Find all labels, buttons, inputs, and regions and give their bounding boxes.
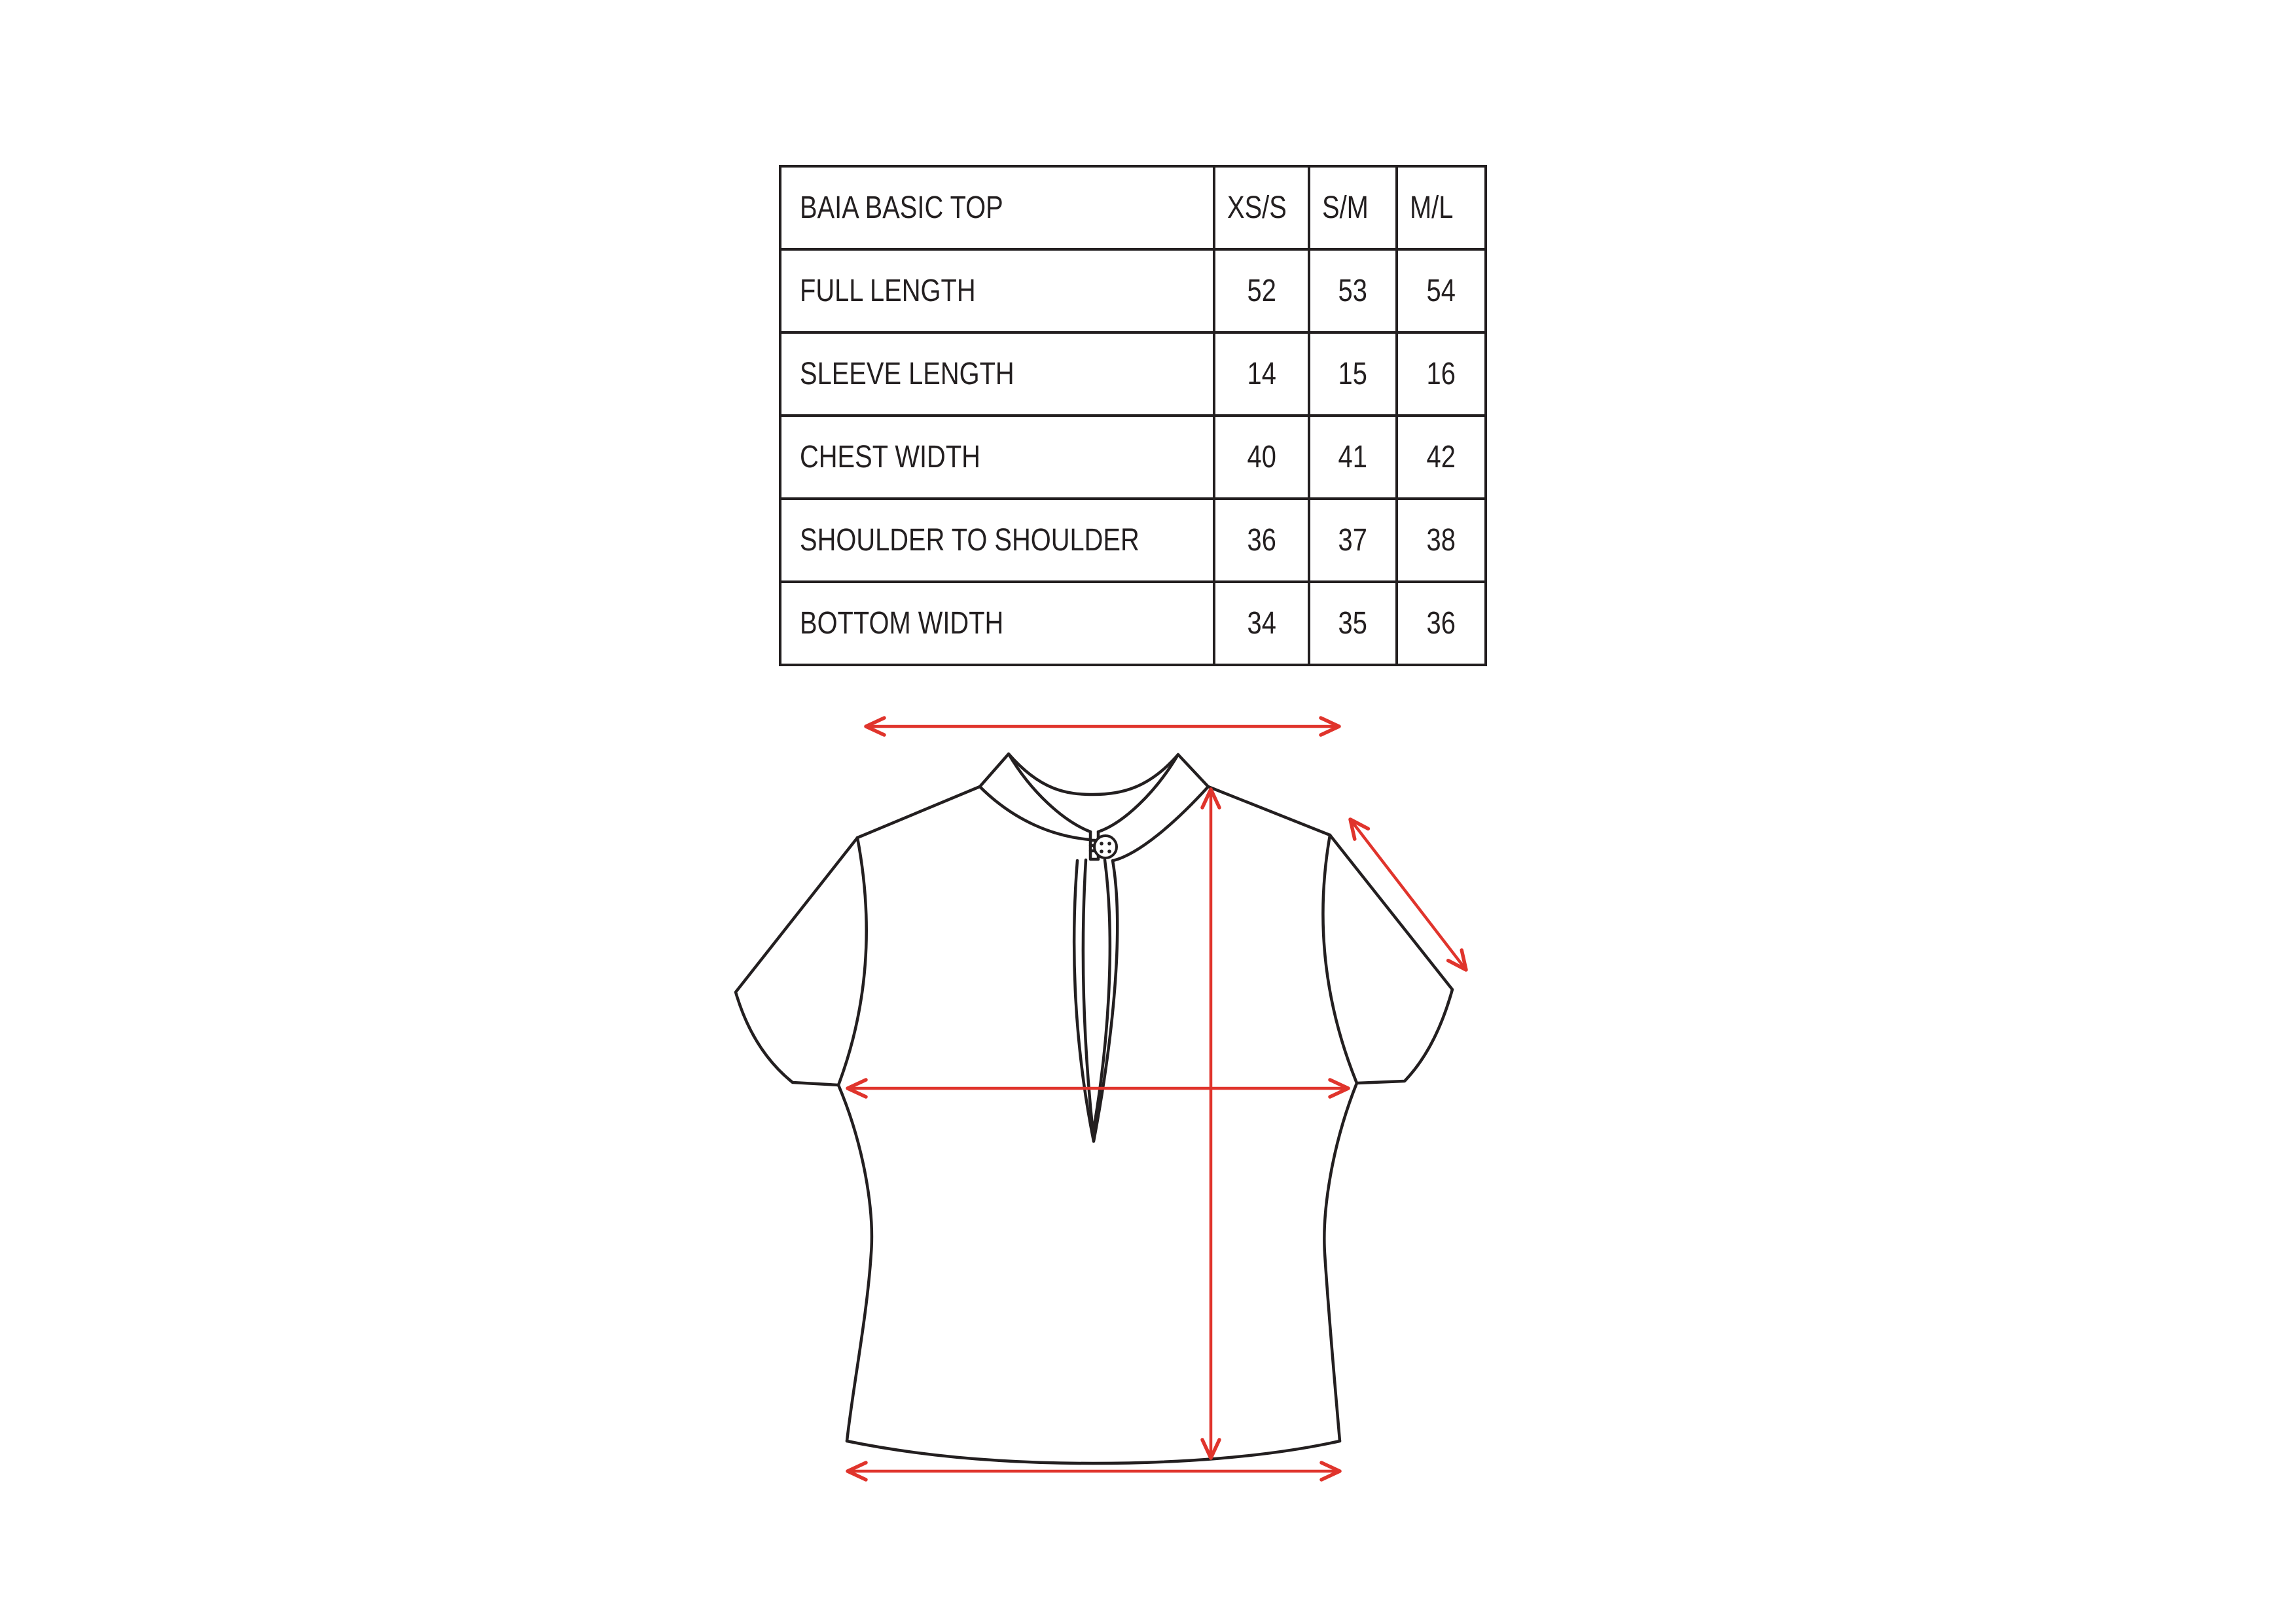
- back-neck-edge: [1007, 752, 1180, 796]
- table-row-bottom-width: BOTTOM WIDTH 34 35 36: [778, 580, 1488, 666]
- measurement-value: 42: [1395, 414, 1488, 500]
- table-row-chest-width: CHEST WIDTH 40 41 42: [778, 414, 1488, 500]
- left-sleeve: [734, 836, 859, 1087]
- measurement-value: 35: [1308, 580, 1399, 666]
- row-label: BOTTOM WIDTH: [778, 580, 1216, 666]
- product-name-cell: BAIA BASIC TOP: [778, 165, 1216, 251]
- size-header-xss: XS/S: [1213, 165, 1311, 251]
- right-armhole: [1321, 833, 1359, 1085]
- measurement-value: 40: [1213, 414, 1311, 500]
- measurement-value: 53: [1308, 248, 1399, 334]
- button-outline: [1093, 834, 1118, 859]
- left-shoulder-seam: [855, 752, 1011, 840]
- measurement-value: 54: [1395, 248, 1488, 334]
- measurement-value: 37: [1308, 497, 1399, 583]
- row-label: SLEEVE LENGTH: [778, 331, 1216, 417]
- keyhole-inner: [1081, 858, 1112, 1135]
- row-label: SHOULDER TO SHOULDER: [778, 497, 1216, 583]
- button-hole: [1107, 842, 1111, 846]
- collar-bottom-left: [978, 785, 1092, 842]
- row-label: FULL LENGTH: [778, 248, 1216, 334]
- measurement-value: 36: [1213, 497, 1311, 583]
- table-row-sleeve-length: SLEEVE LENGTH 14 15 16: [778, 331, 1488, 417]
- collar-button: [1093, 834, 1118, 859]
- measurement-value: 14: [1213, 331, 1311, 417]
- measurement-value: 41: [1308, 414, 1399, 500]
- front-neckline-left: [1007, 752, 1092, 834]
- measurement-value: 34: [1213, 580, 1311, 666]
- table-row-full-length: FULL LENGTH 52 53 54: [778, 248, 1488, 334]
- collar-bottom-right: [1111, 785, 1210, 863]
- product-name: BAIA BASIC TOP: [800, 190, 1003, 225]
- button-hole: [1107, 849, 1111, 853]
- measurement-arrows: [846, 716, 1468, 1482]
- right-side-seam: [1323, 1081, 1359, 1443]
- table-row-shoulder-to-shoulder: SHOULDER TO SHOULDER 36 37 38: [778, 497, 1488, 583]
- right-sleeve: [1328, 833, 1454, 1085]
- front-neckline-right: [1096, 753, 1180, 834]
- hem-edge: [845, 1439, 1342, 1465]
- measurement-value: 15: [1308, 331, 1399, 417]
- measurement-value: 36: [1395, 580, 1488, 666]
- keyhole-outer: [1072, 859, 1119, 1143]
- left-side-seam: [836, 1083, 874, 1443]
- row-label: CHEST WIDTH: [778, 414, 1216, 500]
- arrow-sleeve-length: [1348, 817, 1468, 972]
- measurement-value: 16: [1395, 331, 1488, 417]
- header-row: BAIA BASIC TOP XS/S S/M M/L: [778, 165, 1488, 251]
- size-header-sm: S/M: [1308, 165, 1399, 251]
- garment-outline: [734, 752, 1454, 1465]
- measurement-value: 52: [1213, 248, 1311, 334]
- button-hole: [1100, 849, 1103, 853]
- size-header-ml: M/L: [1395, 165, 1488, 251]
- measurement-value: 38: [1395, 497, 1488, 583]
- size-chart-table: BAIA BASIC TOP XS/S S/M M/L FULL LENGTH …: [778, 165, 1488, 666]
- left-armhole: [836, 836, 868, 1087]
- button-hole: [1100, 842, 1103, 846]
